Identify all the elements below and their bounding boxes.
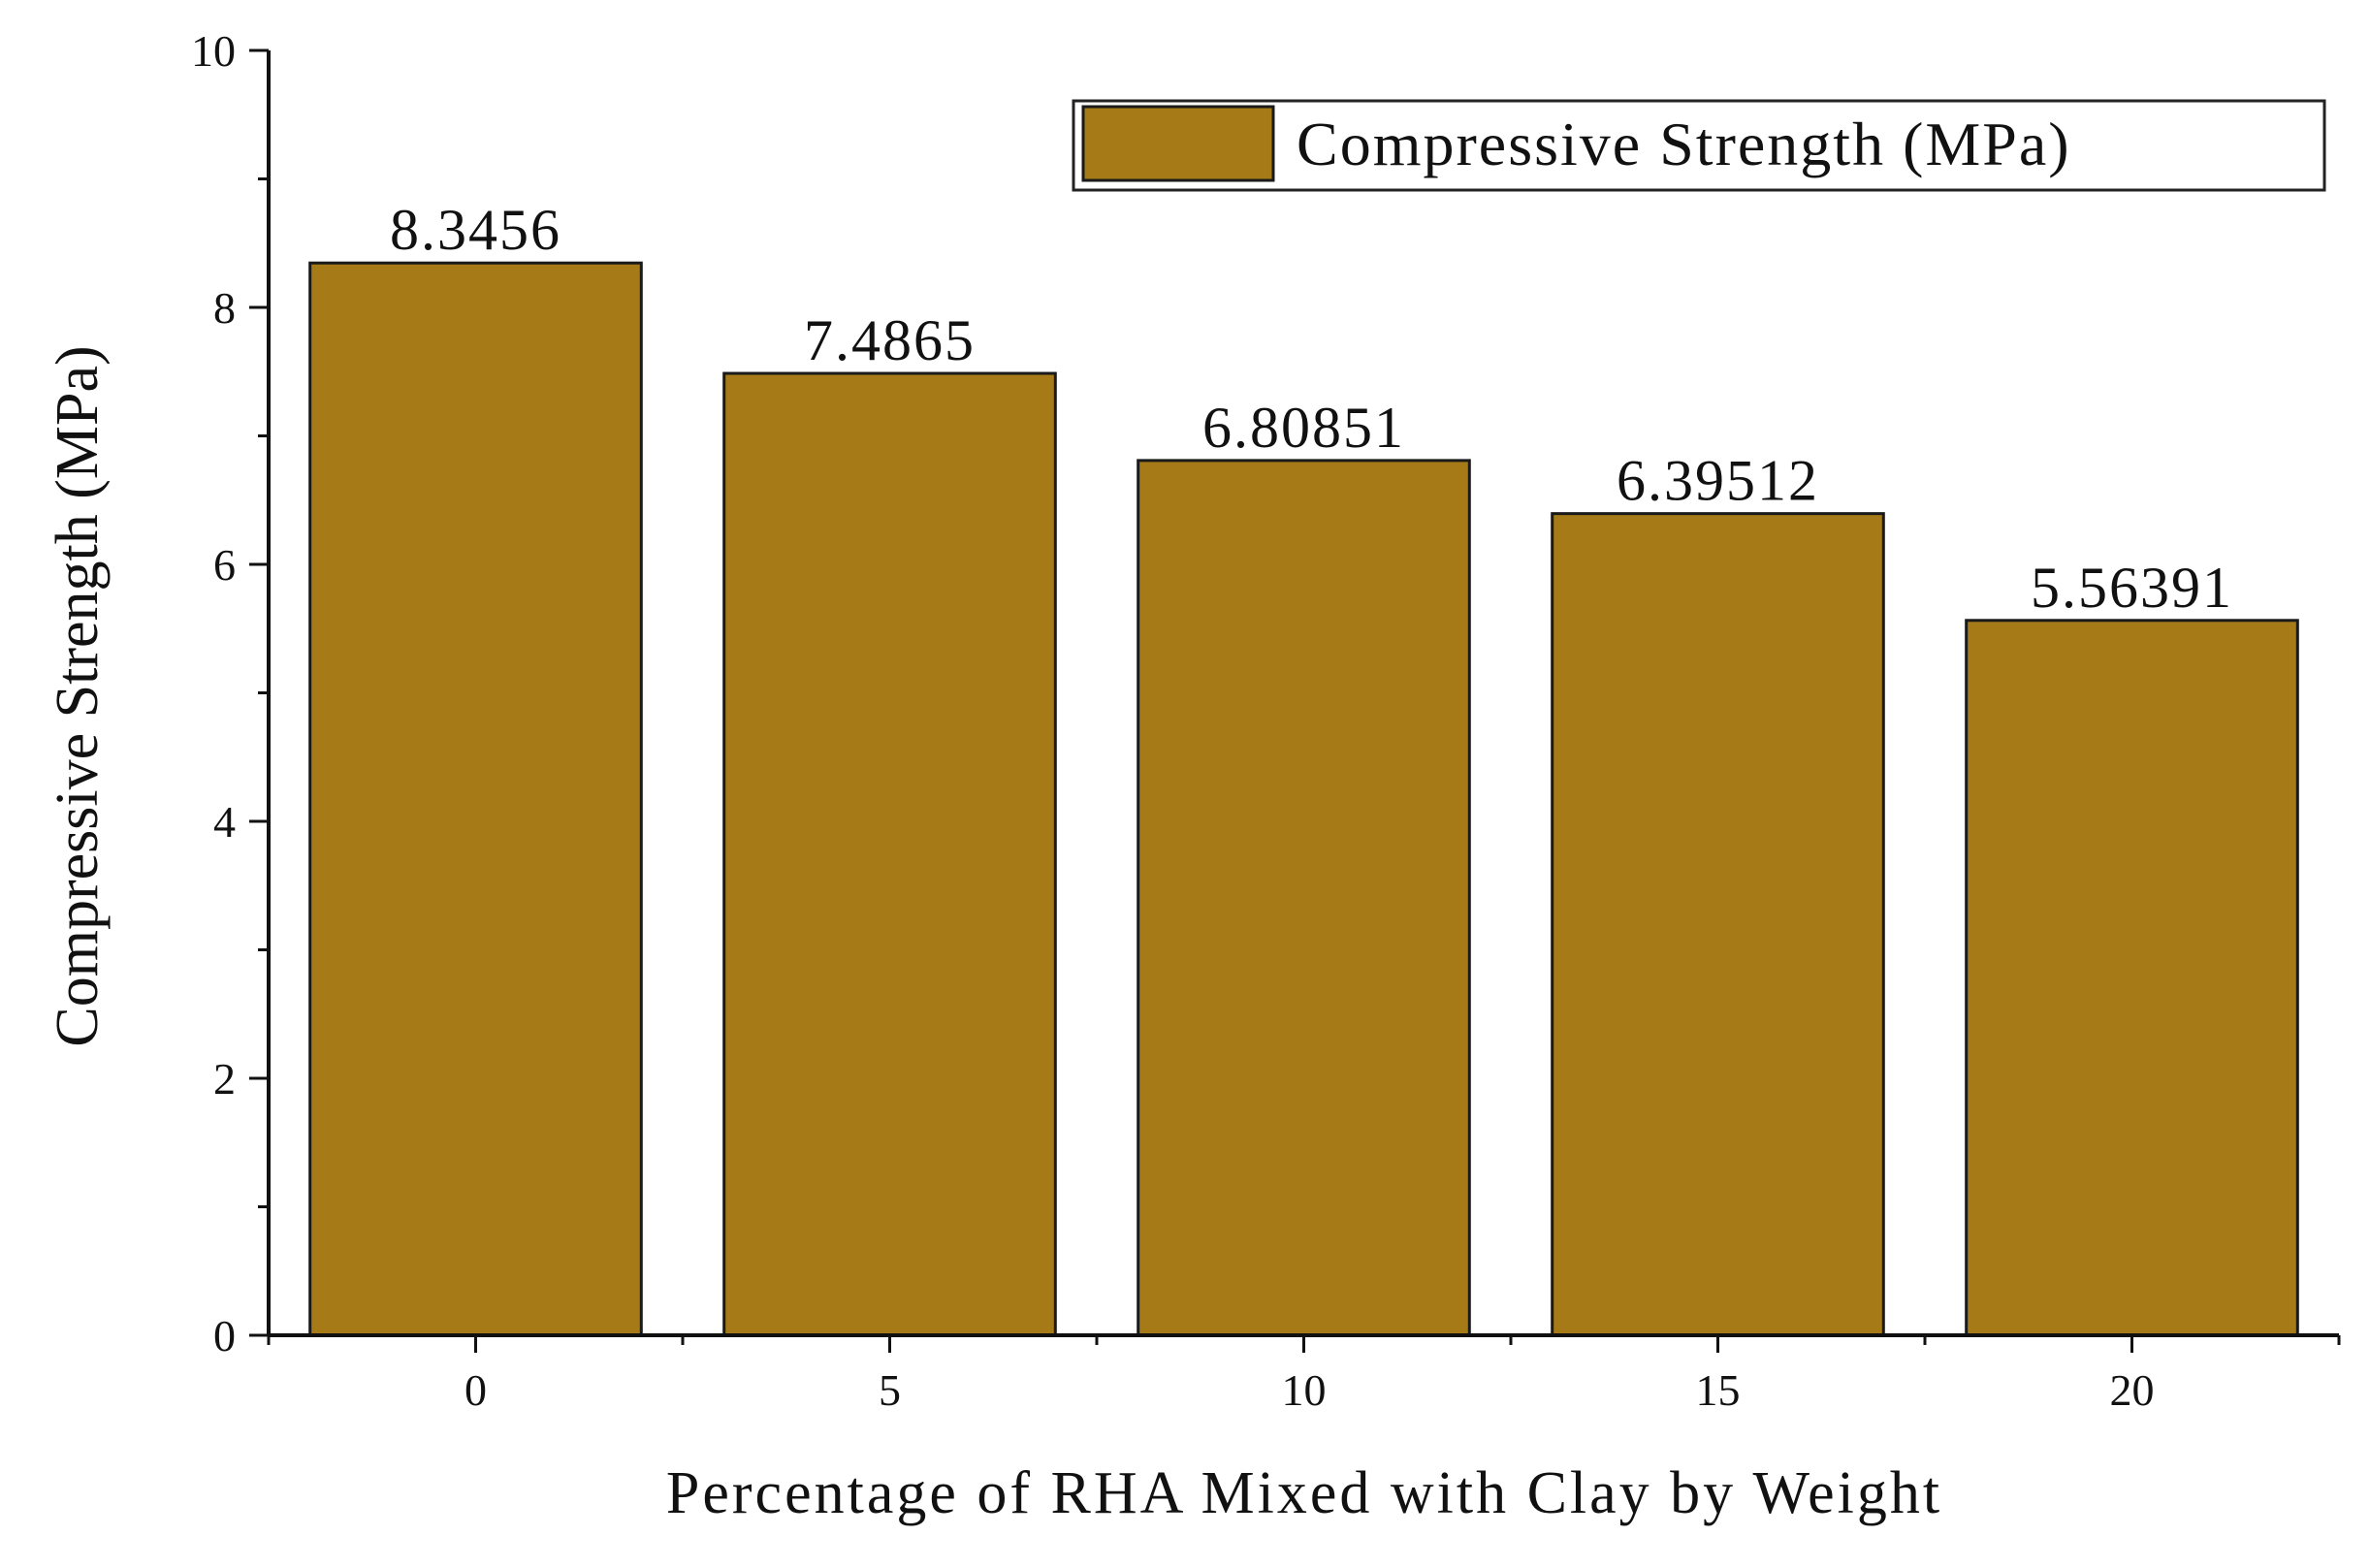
y-tick-label-0: 0 (213, 1311, 236, 1360)
bar-20 (1965, 619, 2299, 1337)
y-tick-label-6: 6 (213, 540, 236, 590)
y-axis-title: Compressive Strength (MPa) (45, 345, 111, 1046)
labels-group: 8.3456 0 7.4865 5 6.80851 10 6.39512 15 5.56391 2… (191, 26, 2233, 1415)
data-label-20: 5.56391 (2031, 556, 2233, 620)
x-tick-label-20: 20 (2110, 1365, 2155, 1415)
data-label-10: 6.80851 (1202, 396, 1405, 460)
y-tick-label-10: 10 (191, 26, 236, 76)
bars-group (308, 261, 2299, 1337)
y-tick-label-2: 2 (213, 1054, 236, 1104)
data-label-5: 7.4865 (804, 308, 976, 372)
legend: Compressive Strength (MPa) (1072, 99, 2326, 192)
bar-0 (308, 261, 643, 1337)
bar-15 (1551, 512, 1885, 1337)
x-tick-label-10: 10 (1282, 1365, 1327, 1415)
x-tick-label-0: 0 (464, 1365, 487, 1415)
legend-label: Compressive Strength (MPa) (1297, 110, 2071, 178)
y-tick-label-8: 8 (213, 283, 236, 333)
data-label-0: 8.3456 (390, 198, 561, 262)
x-tick-label-5: 5 (879, 1365, 901, 1415)
x-tick-label-15: 15 (1696, 1365, 1741, 1415)
legend-swatch (1081, 105, 1275, 182)
legend-frame (1072, 99, 2326, 192)
bar-5 (722, 371, 1057, 1337)
bar-10 (1137, 459, 1471, 1337)
data-label-15: 6.39512 (1617, 449, 1819, 513)
y-tick-label-4: 4 (213, 797, 236, 847)
x-axis-title: Percentage of RHA Mixed with Clay by Wei… (666, 1460, 1942, 1526)
axes-group (249, 48, 2341, 1353)
